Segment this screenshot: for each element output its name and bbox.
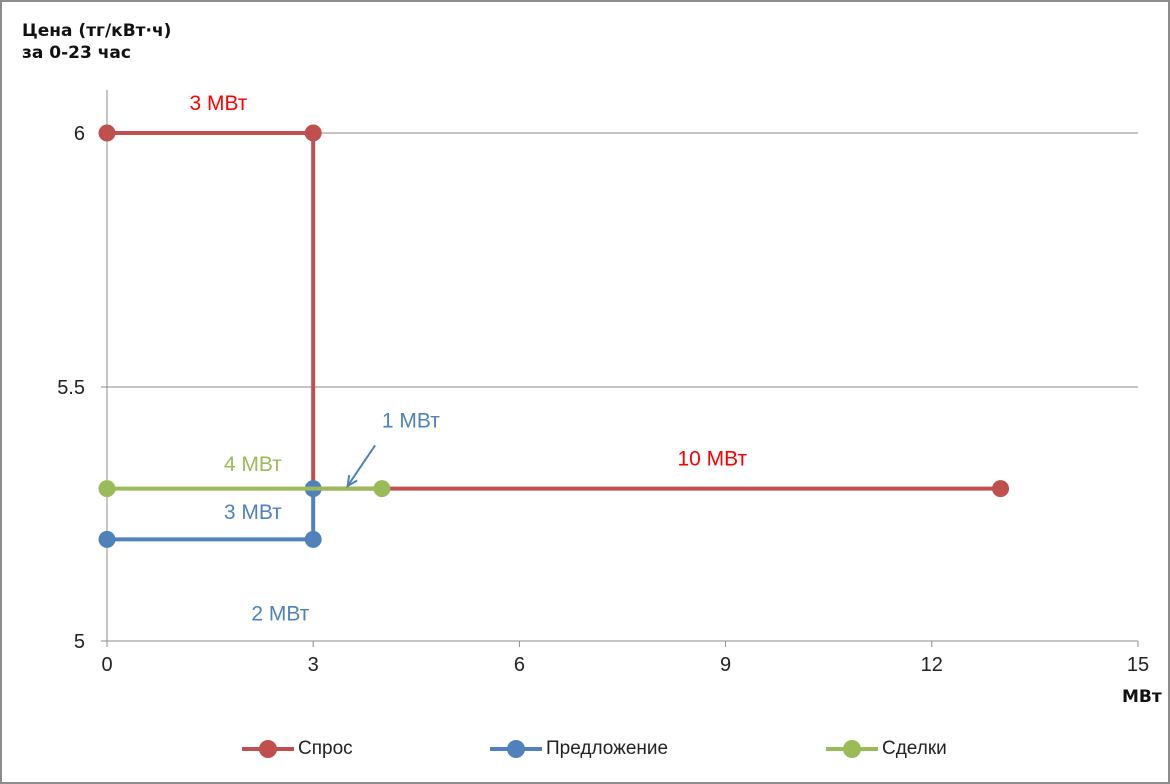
x-tick-label: 3	[308, 654, 319, 676]
legend-swatch	[490, 734, 542, 764]
annotation-label: 3 МВт	[224, 501, 282, 524]
data-point	[98, 480, 116, 498]
data-point	[98, 124, 116, 142]
data-point	[992, 480, 1010, 498]
legend-item: Спрос	[242, 734, 353, 764]
series-line	[107, 131, 1001, 491]
x-tick-label: 15	[1127, 654, 1149, 676]
data-point	[98, 530, 116, 548]
arrow-head	[346, 475, 358, 488]
legend-item: Сделки	[826, 734, 947, 764]
x-tick-label: 0	[101, 654, 112, 676]
legend-item: Предложение	[490, 734, 668, 764]
y-tick-label: 5	[74, 631, 85, 653]
legend-label: Спрос	[298, 738, 353, 759]
x-axis-label: МВт	[1122, 687, 1162, 707]
x-tick-label: 6	[514, 654, 525, 676]
legend-label: Сделки	[882, 738, 947, 759]
x-tick-label: 12	[921, 654, 943, 676]
data-point	[304, 124, 322, 142]
y-tick-label: 5.5	[57, 377, 85, 399]
legend-swatch	[242, 734, 294, 764]
legend-label: Предложение	[546, 738, 669, 759]
x-tick-label: 9	[720, 654, 731, 676]
annotation-label: 1 МВт	[382, 410, 440, 433]
legend-swatch	[826, 734, 878, 764]
chart-legend: Спрос Предложение Сделки	[0, 734, 1170, 764]
annotation-label: 4 МВт	[224, 453, 282, 476]
annotation-label: 2 МВт	[251, 603, 309, 626]
data-point	[304, 530, 322, 548]
annotation-label: 10 МВт	[677, 448, 747, 471]
data-point	[373, 480, 391, 498]
annotation-arrow	[346, 444, 376, 487]
y-tick-label: 6	[74, 123, 85, 145]
annotation-label: 3 МВт	[189, 92, 247, 115]
y-axis-label: Цена (тг/кВт·ч) за 0-23 час	[22, 21, 172, 63]
series-line	[107, 488, 316, 542]
